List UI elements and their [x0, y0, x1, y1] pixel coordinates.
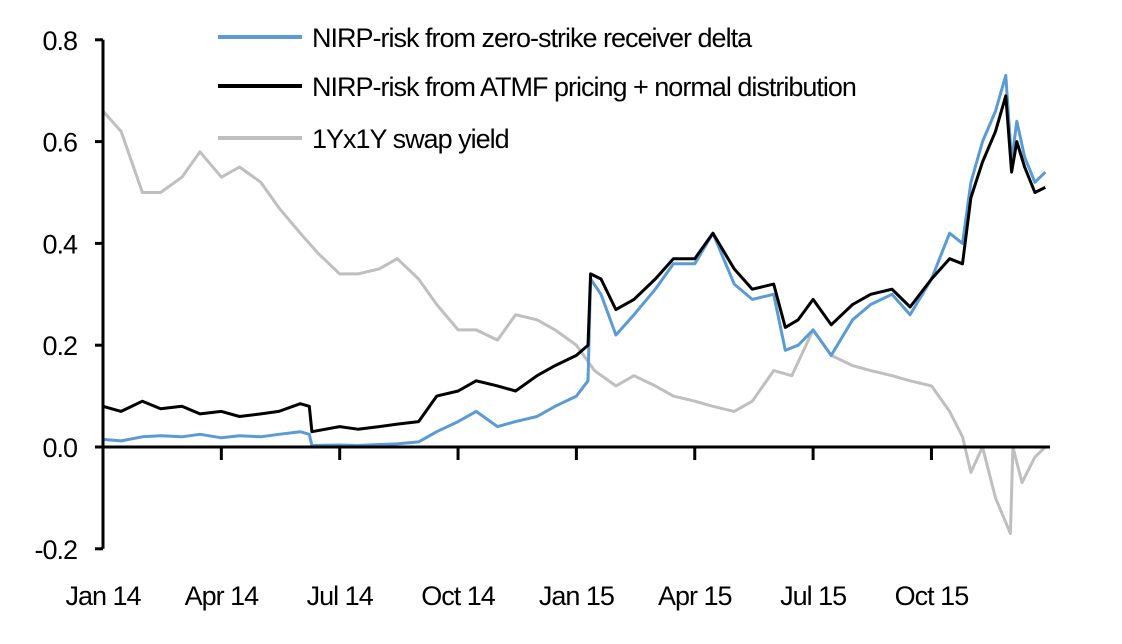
x-tick-label: Oct 14 [421, 581, 496, 611]
y-tick-label: 0.6 [42, 128, 77, 158]
x-tick-label: Apr 14 [185, 581, 260, 611]
legend: NIRP-risk from zero-strike receiver delt… [218, 23, 857, 154]
x-tick-label: Jul 15 [780, 581, 846, 611]
axes: 0.8 0.6 0.4 0.2 0.0 -0.2 Jan 14 Apr 14 Jul 14 Oct… [34, 26, 1050, 611]
x-tick-label: Apr 15 [658, 581, 732, 611]
series-line-0 [102, 73, 1047, 447]
y-tick-label: 0.0 [42, 433, 77, 463]
y-tick-label: 0.2 [42, 331, 77, 361]
x-tick-label: Oct 15 [895, 581, 969, 611]
x-tick-label: Jan 15 [539, 581, 614, 611]
series-line-2 [101, 110, 1047, 535]
x-tick-label: Jul 14 [307, 581, 374, 611]
x-tick-label: Jan 14 [65, 581, 141, 611]
legend-label-0: NIRP-risk from zero-strike receiver delt… [312, 23, 753, 53]
y-tick-label: -0.2 [34, 535, 77, 565]
legend-label-2: 1Yx1Y swap yield [312, 124, 509, 154]
y-tick-label: 0.8 [42, 26, 77, 56]
series-line-1 [102, 94, 1046, 434]
legend-label-1: NIRP-risk from ATMF pricing + normal dis… [312, 72, 856, 102]
y-tick-label: 0.4 [42, 229, 78, 259]
series-layer [101, 73, 1047, 535]
